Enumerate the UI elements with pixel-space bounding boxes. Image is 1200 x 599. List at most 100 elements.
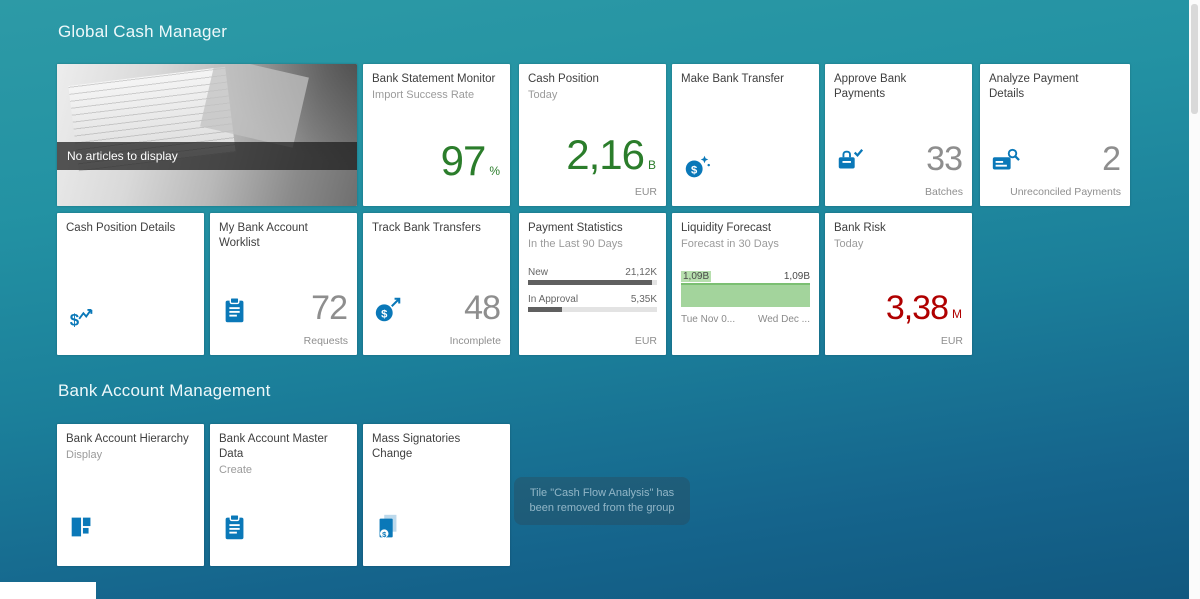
tile-header: Cash Position Details (66, 221, 195, 236)
tile-title: Cash Position (528, 73, 599, 85)
tile-title: Bank Account Hierarchy (66, 433, 189, 445)
tile-subtitle: Create (219, 463, 253, 476)
tile-header: Cash Position Today (528, 72, 657, 101)
group-title-global-cash-manager: Global Cash Manager (58, 22, 228, 41)
clipboard-icon (220, 295, 250, 325)
tile-bank-account-master-data[interactable]: Bank Account Master Data Create (210, 424, 357, 566)
bar-value: 21,12K (625, 267, 657, 278)
start-value: 1,09B (681, 271, 712, 282)
tile-news-feed[interactable]: No articles to display (57, 64, 357, 206)
toast-message: Tile "Cash Flow Analysis" has been remov… (514, 477, 690, 525)
tile-title: Payment Statistics (528, 222, 623, 234)
tile-header: Analyze Payment Details (989, 72, 1121, 102)
bar-label: In Approval (528, 294, 579, 305)
tile-title: Approve Bank Payments (834, 73, 907, 100)
end-value: 1,09B (783, 271, 810, 282)
group-title-bank-account-management: Bank Account Management (58, 381, 271, 400)
tile-liquidity-forecast[interactable]: Liquidity Forecast Forecast in 30 Days 1… (672, 213, 819, 355)
kpi-bank-risk: 3,38 M (885, 289, 962, 327)
dollar-arrow-icon: $ (373, 295, 403, 325)
document-dollar-icon: $ (373, 512, 403, 542)
tile-title: Track Bank Transfers (372, 222, 481, 234)
tile-title: Liquidity Forecast (681, 222, 772, 234)
green-area (681, 283, 810, 307)
tile-track-bank-transfers[interactable]: Track Bank Transfers $ 48 Incomplete (363, 213, 510, 355)
start-label: Tue Nov 0... (681, 314, 736, 325)
tile-title: Analyze Payment Details (989, 73, 1079, 100)
end-label: Wed Dec ... (757, 314, 810, 325)
tile-footer-currency: EUR (940, 335, 963, 347)
tile-subtitle: Today (528, 88, 558, 101)
kpi-cash-position: 2,16 B (566, 131, 656, 178)
tile-payment-statistics[interactable]: Payment Statistics In the Last 90 Days N… (519, 213, 666, 355)
tile-analyze-payment-details[interactable]: Analyze Payment Details 2 Unreconciled P… (980, 64, 1130, 206)
tile-header: My Bank Account Worklist (219, 221, 348, 251)
dollar-sparkle-icon: $ (682, 152, 712, 182)
tile-subtitle: Forecast in 30 Days (681, 237, 779, 250)
kpi-import-success-rate: 97 % (440, 137, 500, 184)
tile-footer: Batches (925, 186, 963, 198)
tile-bank-account-hierarchy[interactable]: Bank Account Hierarchy Display (57, 424, 204, 566)
tile-subtitle: In the Last 90 Days (528, 237, 623, 250)
bar-label: New (528, 267, 549, 278)
kpi-requests: 72 (311, 289, 348, 327)
tile-bank-statement-monitor[interactable]: Bank Statement Monitor Import Success Ra… (363, 64, 510, 206)
tile-header: Bank Account Hierarchy Display (66, 432, 195, 461)
bar-fill (528, 280, 652, 285)
tile-header: Bank Risk Today (834, 221, 963, 250)
tile-header: Track Bank Transfers (372, 221, 501, 236)
tile-footer-currency: EUR (634, 186, 657, 198)
tile-header: Bank Statement Monitor Import Success Ra… (372, 72, 501, 101)
kpi-incomplete: 48 (464, 289, 501, 327)
tile-header: Payment Statistics In the Last 90 Days (528, 221, 657, 250)
svg-text:$: $ (691, 165, 698, 177)
news-caption: No articles to display (57, 142, 357, 170)
tile-header: Mass Signatories Change (372, 432, 501, 462)
tile-title: Mass Signatories Change (372, 433, 461, 460)
bar-track (528, 307, 657, 312)
tile-footer-currency: EUR (634, 335, 657, 347)
tile-subtitle: Import Success Rate (372, 88, 475, 101)
bar-value: 5,35K (630, 294, 657, 305)
tile-title: Make Bank Transfer (681, 73, 784, 85)
svg-text:$: $ (382, 530, 387, 539)
bottom-left-strip (0, 582, 96, 599)
chart-values: 1,09B 1,09B (681, 271, 810, 282)
tile-subtitle: Today (834, 237, 864, 250)
kpi-unreconciled: 2 (1102, 140, 1121, 178)
tile-cash-position[interactable]: Cash Position Today 2,16 B EUR (519, 64, 666, 206)
tile-title: My Bank Account Worklist (219, 222, 308, 249)
tile-mass-signatories-change[interactable]: Mass Signatories Change $ (363, 424, 510, 566)
tile-header: Bank Account Master Data Create (219, 432, 348, 476)
kpi-batches: 33 (926, 140, 963, 178)
scrollbar-thumb[interactable] (1191, 4, 1198, 114)
newspaper-photo (57, 64, 357, 206)
bar-fill (528, 307, 562, 312)
tile-bank-account-worklist[interactable]: My Bank Account Worklist 72 Requests (210, 213, 357, 355)
tile-title: Bank Risk (834, 222, 886, 234)
scrollbar[interactable] (1189, 0, 1200, 599)
tile-title: Bank Account Master Data (219, 433, 328, 460)
chart-axis-labels: Tue Nov 0... Wed Dec ... (681, 314, 810, 325)
bar-label-row: New 21,12K (528, 267, 657, 278)
tile-title: Bank Statement Monitor (372, 73, 496, 85)
clipboard-icon (220, 512, 250, 542)
payment-search-icon (990, 146, 1020, 176)
tile-bank-risk[interactable]: Bank Risk Today 3,38 M EUR (825, 213, 972, 355)
tile-cash-position-details[interactable]: Cash Position Details $ (57, 213, 204, 355)
briefcase-check-icon (835, 146, 865, 176)
tile-approve-bank-payments[interactable]: Approve Bank Payments 33 Batches (825, 64, 972, 206)
tile-header: Make Bank Transfer (681, 72, 810, 87)
comparison-micro-chart: New 21,12K In Approval 5,35K (528, 267, 657, 321)
tile-header: Liquidity Forecast Forecast in 30 Days (681, 221, 810, 250)
area-micro-chart: 1,09B 1,09B Tue Nov 0... Wed Dec ... (681, 271, 810, 325)
svg-text:$: $ (70, 310, 80, 329)
tile-header: Approve Bank Payments (834, 72, 963, 102)
tile-footer: Requests (303, 335, 348, 347)
tile-footer: Incomplete (449, 335, 501, 347)
tile-make-bank-transfer[interactable]: Make Bank Transfer $ (672, 64, 819, 206)
tile-title: Cash Position Details (66, 222, 176, 234)
org-blocks-icon (67, 512, 97, 542)
dollar-trend-icon: $ (67, 301, 97, 331)
